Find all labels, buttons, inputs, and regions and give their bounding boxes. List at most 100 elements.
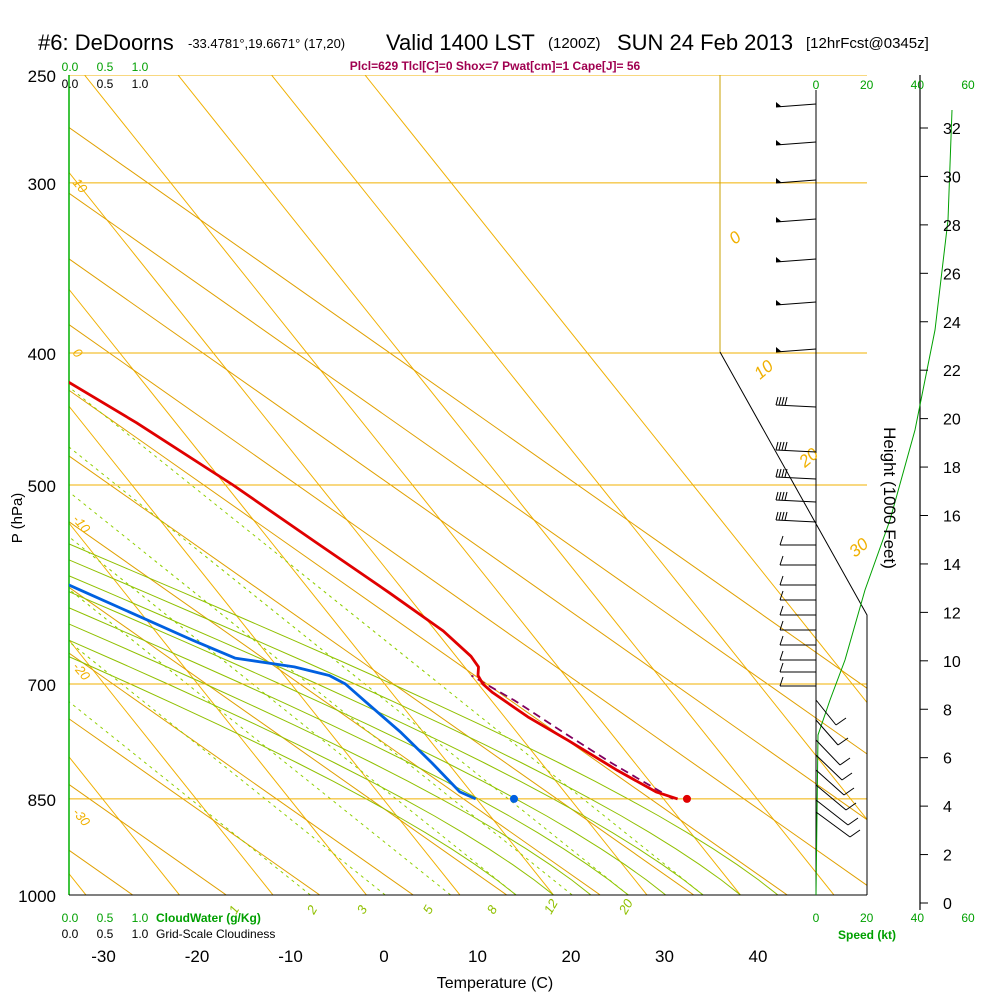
wind-barb: [775, 491, 817, 503]
barb-shaft: [815, 799, 849, 826]
dry-adiabat-line: [69, 521, 601, 895]
barb-shaft: [775, 449, 817, 453]
surface-dewpoint-dot: [509, 794, 518, 803]
adiabat-label: 20: [795, 444, 823, 472]
temperature-line: [69, 380, 679, 801]
cloudiness-tick-bottom: 0.0: [62, 927, 79, 941]
barb-flag: [776, 217, 782, 222]
isotherm-line: [69, 756, 180, 895]
wind-barb: [815, 739, 851, 766]
mixing-ratio-line: [69, 641, 386, 895]
wind-barb: [779, 620, 816, 631]
moist-adiabat-line: [69, 623, 592, 895]
barb-shaft: [815, 739, 841, 766]
wind-barb: [775, 468, 817, 480]
height-tick-label: 22: [943, 363, 961, 380]
barb-feather: [784, 468, 788, 478]
background-grid: [69, 75, 867, 895]
surface-temperature-dot: [682, 794, 691, 803]
pressure-tick-label: 500: [28, 477, 56, 496]
wind-barb: [779, 662, 816, 673]
barb-feather: [775, 468, 779, 478]
barb-feather: [778, 396, 782, 406]
pressure-tick-label: 400: [28, 345, 56, 364]
height-tick-label: 0: [943, 896, 952, 913]
x-axis-title: Temperature (C): [437, 975, 553, 992]
barb-shaft: [775, 519, 817, 523]
barb-feather: [779, 650, 784, 661]
cloudwater-tick-bottom: 0.0: [62, 911, 79, 925]
barb-feather: [779, 676, 784, 687]
barb-shaft: [775, 179, 817, 184]
height-tick-label: 24: [943, 315, 961, 332]
cloudiness-tick-bottom: 1.0: [132, 927, 149, 941]
forecast-label: [12hrFcst@0345z]: [806, 35, 929, 52]
barb-feather: [778, 491, 782, 501]
barb-feather: [841, 772, 853, 781]
barb-feather: [781, 468, 785, 478]
barb-feather: [781, 511, 785, 521]
barb-feather: [775, 396, 779, 406]
speed-tick-label-bottom: 60: [961, 911, 975, 925]
parameters-line: Plcl=629 Tlcl[C]=0 Shox=7 Pwat[cm]=1 Cap…: [350, 59, 641, 73]
temperature-tick-label: -20: [185, 947, 210, 966]
wind-barb: [815, 754, 853, 781]
barb-feather: [778, 511, 782, 521]
wind-barb: [775, 217, 817, 223]
cloudiness-tick-top: 0.0: [62, 77, 79, 91]
valid-date: SUN 24 Feb 2013: [617, 30, 793, 55]
height-tick-label: 18: [943, 460, 961, 477]
surface-markers: [509, 794, 691, 803]
height-tick-label: 30: [943, 169, 961, 186]
barb-feather: [775, 511, 779, 521]
height-tick-label: 2: [943, 848, 952, 865]
wind-barb: [775, 396, 817, 408]
cloudwater-tick-bottom: 0.5: [97, 911, 114, 925]
pressure-tick-label: 300: [28, 175, 56, 194]
speed-tick-label-top: 40: [911, 78, 925, 92]
barb-shaft: [775, 103, 817, 108]
mixing-ratio-label: 12: [541, 896, 562, 917]
barb-feather: [779, 635, 784, 646]
cloudwater-tick-top: 0.0: [62, 60, 79, 74]
speed-tick-label-top: 0: [813, 78, 820, 92]
height-tick-label: 14: [943, 557, 961, 574]
moist-adiabat-line: [69, 607, 629, 895]
barb-shaft: [775, 404, 817, 408]
temperature-tick-label: 20: [562, 947, 581, 966]
moist-adiabat-line: [69, 639, 554, 895]
isotherm-line: [69, 522, 367, 895]
barb-feather: [779, 620, 784, 631]
barb-feather: [839, 757, 851, 766]
mixing-ratio-label: 2: [303, 902, 320, 917]
pressure-tick-label: 250: [28, 67, 56, 86]
cloudiness-tick-top: 0.5: [97, 77, 114, 91]
valid-time: Valid 1400 LST: [386, 30, 535, 55]
barb-shaft: [815, 811, 851, 838]
utc-time: (1200Z): [548, 35, 601, 52]
barb-feather: [778, 441, 782, 451]
cloudwater-tick-top: 0.5: [97, 60, 114, 74]
wind-barb: [775, 140, 817, 146]
height-tick-label: 12: [943, 605, 961, 622]
barb-feather: [845, 802, 857, 811]
barb-feather: [779, 575, 784, 586]
mixing-ratio-label: 8: [484, 902, 501, 916]
barb-feather: [784, 511, 788, 521]
dewpoint-line: [69, 583, 477, 801]
barb-feather: [778, 468, 782, 478]
parcel-path: [470, 674, 674, 800]
barb-feather: [835, 717, 847, 726]
cloudwater-tick-top: 1.0: [132, 60, 149, 74]
barb-feather: [847, 817, 859, 826]
barb-feather: [784, 441, 788, 451]
cloudiness-label: Grid-Scale Cloudiness: [156, 927, 275, 941]
wind-barb: [779, 605, 816, 616]
barb-feather: [837, 737, 849, 746]
barb-shaft: [775, 218, 817, 223]
dry-adiabat-line: [69, 586, 508, 895]
isotherm-line: [69, 639, 274, 895]
height-tick-label: 20: [943, 412, 961, 429]
wind-barbs: [775, 102, 953, 896]
